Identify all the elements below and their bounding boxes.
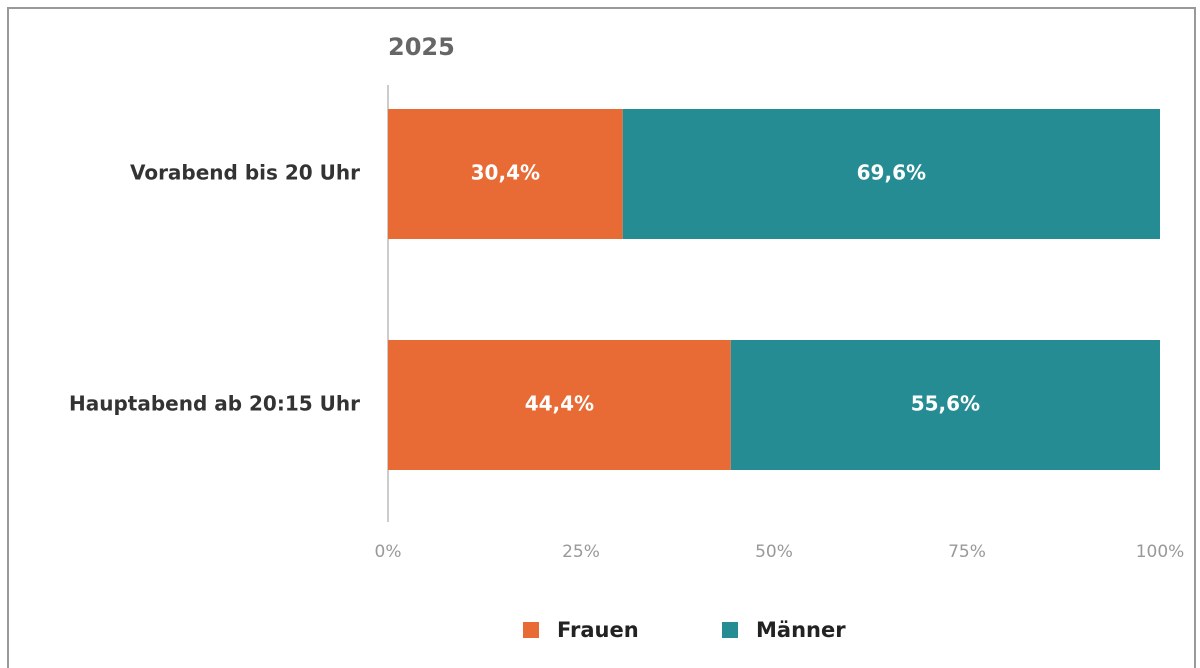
bar-segment bbox=[388, 340, 731, 470]
legend-label: Männer bbox=[756, 618, 846, 642]
data-label: 55,6% bbox=[911, 392, 980, 416]
bar-segment bbox=[622, 109, 1160, 239]
x-tick-label: 0% bbox=[375, 542, 402, 562]
legend-swatch bbox=[523, 622, 539, 638]
legend-swatch bbox=[722, 622, 738, 638]
data-label: 69,6% bbox=[857, 161, 926, 185]
data-label: 30,4% bbox=[471, 161, 540, 185]
x-tick-label: 100% bbox=[1136, 542, 1185, 562]
data-label: 44,4% bbox=[525, 392, 594, 416]
x-tick-label: 50% bbox=[755, 542, 793, 562]
legend-label: Frauen bbox=[557, 618, 639, 642]
y-tick-label: Vorabend bis 20 Uhr bbox=[130, 161, 360, 185]
x-tick-label: 25% bbox=[562, 542, 600, 562]
y-tick-label: Hauptabend ab 20:15 Uhr bbox=[69, 392, 360, 416]
x-tick-label: 75% bbox=[948, 542, 986, 562]
bar-segment bbox=[388, 109, 623, 239]
frame bbox=[7, 7, 1196, 668]
chart-title: 2025 bbox=[388, 33, 455, 61]
bar-segment bbox=[730, 340, 1160, 470]
